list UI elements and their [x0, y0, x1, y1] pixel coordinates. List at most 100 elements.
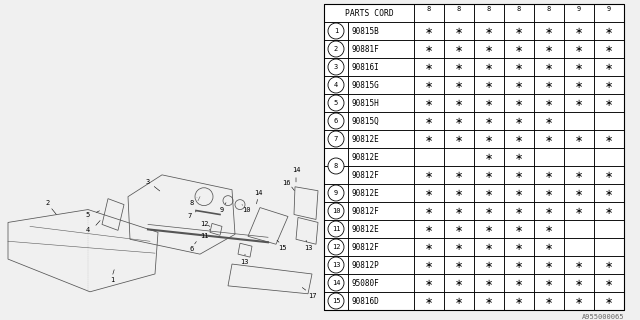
Bar	[474, 256, 504, 274]
Bar	[414, 274, 444, 292]
Bar	[324, 4, 414, 22]
Text: ∗: ∗	[485, 44, 493, 54]
Text: 8: 8	[457, 6, 461, 12]
Bar	[504, 292, 534, 310]
Bar	[444, 58, 474, 76]
Text: 5: 5	[86, 212, 90, 218]
Bar	[348, 184, 414, 202]
Bar	[324, 112, 348, 130]
Bar	[474, 292, 504, 310]
Bar	[324, 22, 348, 40]
Bar	[534, 112, 564, 130]
Bar	[444, 184, 474, 202]
Text: ∗: ∗	[485, 278, 493, 288]
Text: 17: 17	[308, 293, 316, 299]
Text: ∗: ∗	[545, 62, 553, 72]
Bar	[474, 4, 504, 22]
Text: 4: 4	[334, 82, 338, 88]
Bar	[534, 94, 564, 112]
Text: ∗: ∗	[455, 62, 463, 72]
Bar	[444, 256, 474, 274]
Bar	[348, 148, 414, 166]
Bar	[534, 256, 564, 274]
Bar	[414, 76, 444, 94]
Text: 15: 15	[332, 298, 340, 304]
Text: ∗: ∗	[575, 278, 583, 288]
Text: 90812P: 90812P	[351, 260, 379, 269]
Bar	[444, 166, 474, 184]
Bar	[474, 238, 504, 256]
Bar	[414, 256, 444, 274]
Text: ∗: ∗	[485, 260, 493, 270]
Bar	[324, 76, 348, 94]
Circle shape	[328, 23, 344, 39]
Text: ∗: ∗	[455, 80, 463, 90]
Text: 16: 16	[282, 180, 291, 186]
Bar	[414, 40, 444, 58]
Bar	[474, 220, 504, 238]
Text: ∗: ∗	[455, 206, 463, 216]
Text: 8: 8	[190, 200, 194, 206]
Text: ∗: ∗	[455, 44, 463, 54]
Circle shape	[328, 41, 344, 57]
Text: ∗: ∗	[515, 206, 523, 216]
Text: 7: 7	[334, 136, 338, 142]
Text: ∗: ∗	[425, 80, 433, 90]
Text: ∗: ∗	[455, 116, 463, 126]
Bar	[534, 76, 564, 94]
Bar	[534, 274, 564, 292]
Text: ∗: ∗	[515, 188, 523, 198]
Bar	[348, 130, 414, 148]
Text: 13: 13	[304, 245, 312, 251]
Text: ∗: ∗	[425, 44, 433, 54]
Bar	[474, 94, 504, 112]
Bar	[504, 112, 534, 130]
Text: ∗: ∗	[575, 260, 583, 270]
Bar	[324, 94, 348, 112]
Text: 90812E: 90812E	[351, 134, 379, 143]
Bar	[414, 166, 444, 184]
Text: ∗: ∗	[485, 242, 493, 252]
Text: ∗: ∗	[515, 242, 523, 252]
Text: 3: 3	[146, 179, 150, 185]
Bar	[414, 94, 444, 112]
Text: ∗: ∗	[485, 116, 493, 126]
Text: ∗: ∗	[485, 152, 493, 162]
Text: 15: 15	[278, 245, 286, 251]
Text: ∗: ∗	[545, 260, 553, 270]
Text: ∗: ∗	[485, 224, 493, 234]
Text: ∗: ∗	[545, 170, 553, 180]
Text: ∗: ∗	[455, 296, 463, 306]
Text: ∗: ∗	[605, 134, 613, 144]
Text: ∗: ∗	[575, 80, 583, 90]
Text: ∗: ∗	[425, 116, 433, 126]
Circle shape	[328, 59, 344, 75]
Bar	[594, 58, 624, 76]
Text: ∗: ∗	[515, 80, 523, 90]
Bar	[474, 130, 504, 148]
Bar	[594, 112, 624, 130]
Bar	[474, 112, 504, 130]
Bar	[324, 40, 348, 58]
Bar	[348, 292, 414, 310]
Bar	[348, 274, 414, 292]
Bar	[534, 4, 564, 22]
Bar	[564, 256, 594, 274]
Text: ∗: ∗	[605, 80, 613, 90]
Bar	[504, 202, 534, 220]
Text: 90812F: 90812F	[351, 206, 379, 215]
Text: 3: 3	[334, 64, 338, 70]
Bar	[324, 148, 348, 166]
Text: ∗: ∗	[515, 224, 523, 234]
Text: ∗: ∗	[515, 134, 523, 144]
Bar	[414, 4, 444, 22]
Text: ∗: ∗	[515, 44, 523, 54]
Text: ∗: ∗	[515, 278, 523, 288]
Circle shape	[328, 203, 344, 219]
Bar	[504, 4, 534, 22]
Bar	[444, 202, 474, 220]
Bar	[474, 76, 504, 94]
Bar	[474, 148, 504, 166]
Bar	[594, 76, 624, 94]
Bar	[444, 220, 474, 238]
